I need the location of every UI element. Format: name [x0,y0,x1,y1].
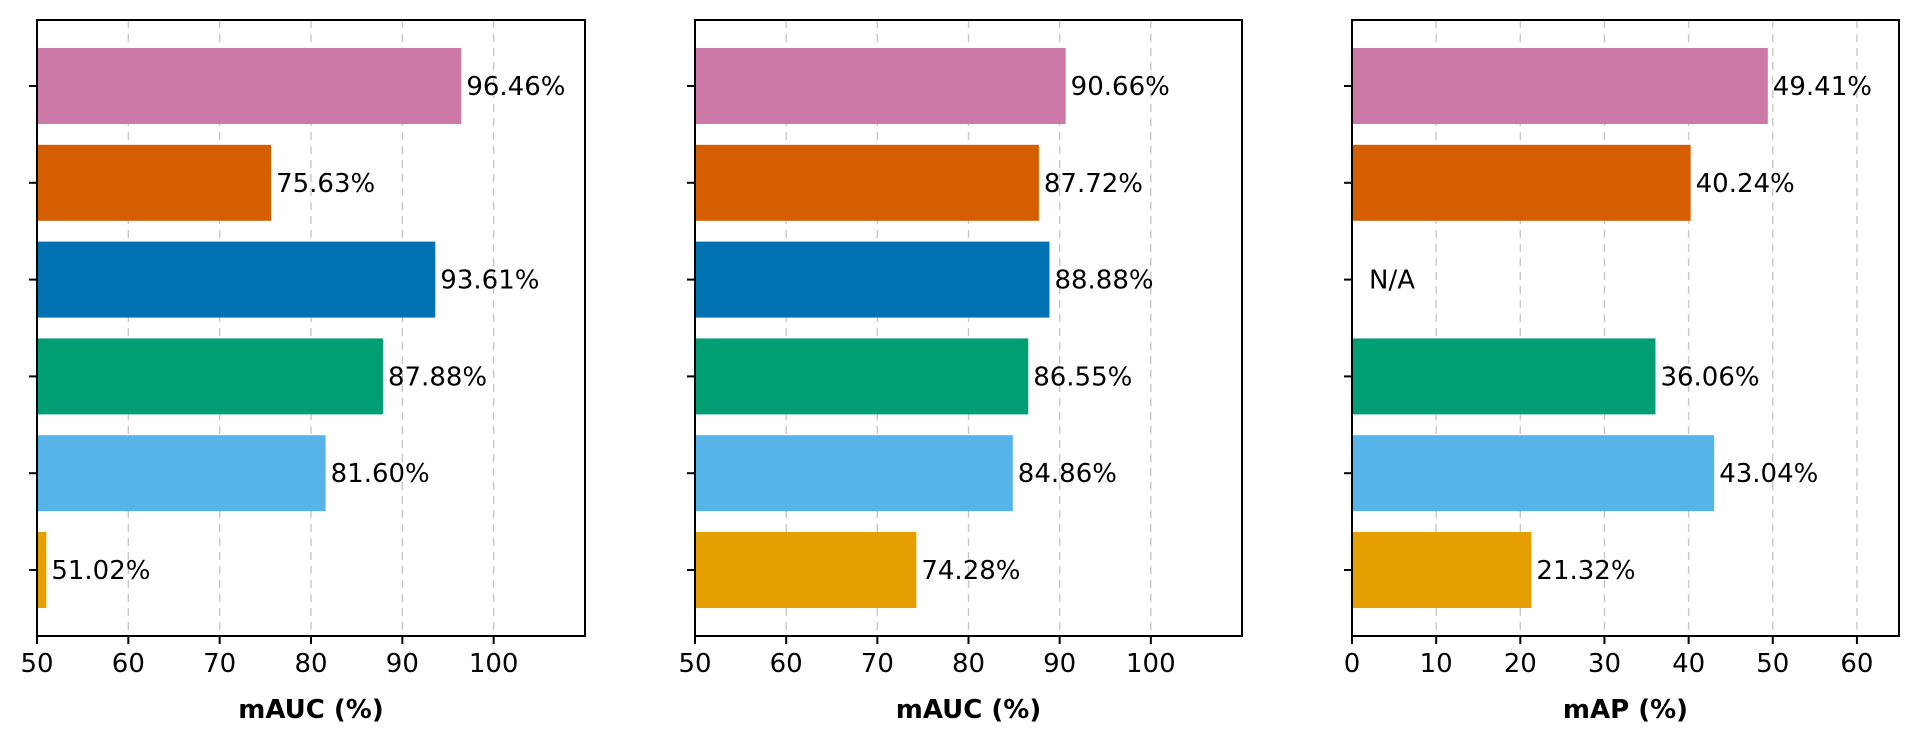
x-axis-label: mAP (%) [1563,695,1688,725]
x-tick-label: 30 [1588,649,1621,679]
bar [695,338,1029,415]
bar [695,241,1050,318]
x-tick-label: 90 [386,649,419,679]
bar [37,435,326,512]
chart-panel-3: 49.41% 40.24% N/A 36.06% 43.04% 21.32% 0 10 20 30… [1344,19,1900,725]
bar [695,144,1039,221]
bar [695,532,917,608]
data-label: 84.86% [1018,459,1117,489]
data-label: 21.32% [1536,556,1635,586]
x-tick-label: 60 [112,649,145,679]
data-label: 87.88% [388,362,487,392]
data-label: 88.88% [1054,266,1153,296]
x-tick-label: 50 [20,649,53,679]
x-tick-label: 80 [952,649,985,679]
x-tick-label: 50 [1756,649,1789,679]
bar [1352,144,1691,221]
data-label: 93.61% [440,266,539,296]
x-tick-label: 10 [1420,649,1453,679]
data-label: 43.04% [1719,459,1818,489]
bar [37,241,436,318]
data-label: 51.02% [51,556,150,586]
data-label: 75.63% [276,169,375,199]
data-label: N/A [1369,266,1415,296]
bar [37,532,47,608]
bar [37,144,272,221]
bar [1352,48,1768,124]
bar [695,48,1066,124]
x-tick-label: 70 [861,649,894,679]
plot-frame [694,19,1243,637]
x-tick-label: 0 [1344,649,1361,679]
data-label: 86.55% [1033,362,1132,392]
x-tick-label: 90 [1043,649,1076,679]
bar [695,435,1013,512]
x-axis-label: mAUC (%) [238,695,383,725]
x-axis-label: mAUC (%) [896,695,1041,725]
x-tick-label: 70 [203,649,236,679]
x-tick-label: 100 [469,649,519,679]
data-label: 49.41% [1773,72,1872,102]
bar [1352,338,1656,415]
x-tick-label: 80 [294,649,327,679]
plot-frame [36,19,586,637]
x-tick-label: 20 [1504,649,1537,679]
bar [37,48,462,124]
data-label: 74.28% [921,556,1020,586]
x-tick-label: 60 [770,649,803,679]
bar [37,338,383,415]
chart-panel-2: 90.66% 87.72% 88.88% 86.55% 84.86% 74.28% 50 60… [678,19,1243,725]
x-tick-label: 100 [1126,649,1176,679]
data-label: 81.60% [331,459,430,489]
data-label: 87.72% [1044,169,1143,199]
x-tick-label: 60 [1840,649,1873,679]
x-tick-label: 40 [1672,649,1705,679]
data-label: 36.06% [1660,362,1759,392]
bar [1352,435,1715,512]
x-tick-label: 50 [678,649,711,679]
chart-panel-1: 96.46% 75.63% 93.61% 87.88% 81.60% 51.02% 50 60… [20,19,586,725]
bar [1352,532,1532,608]
data-label: 90.66% [1071,72,1170,102]
plot-frame [1351,19,1900,637]
data-label: 40.24% [1696,169,1795,199]
data-label: 96.46% [466,72,565,102]
